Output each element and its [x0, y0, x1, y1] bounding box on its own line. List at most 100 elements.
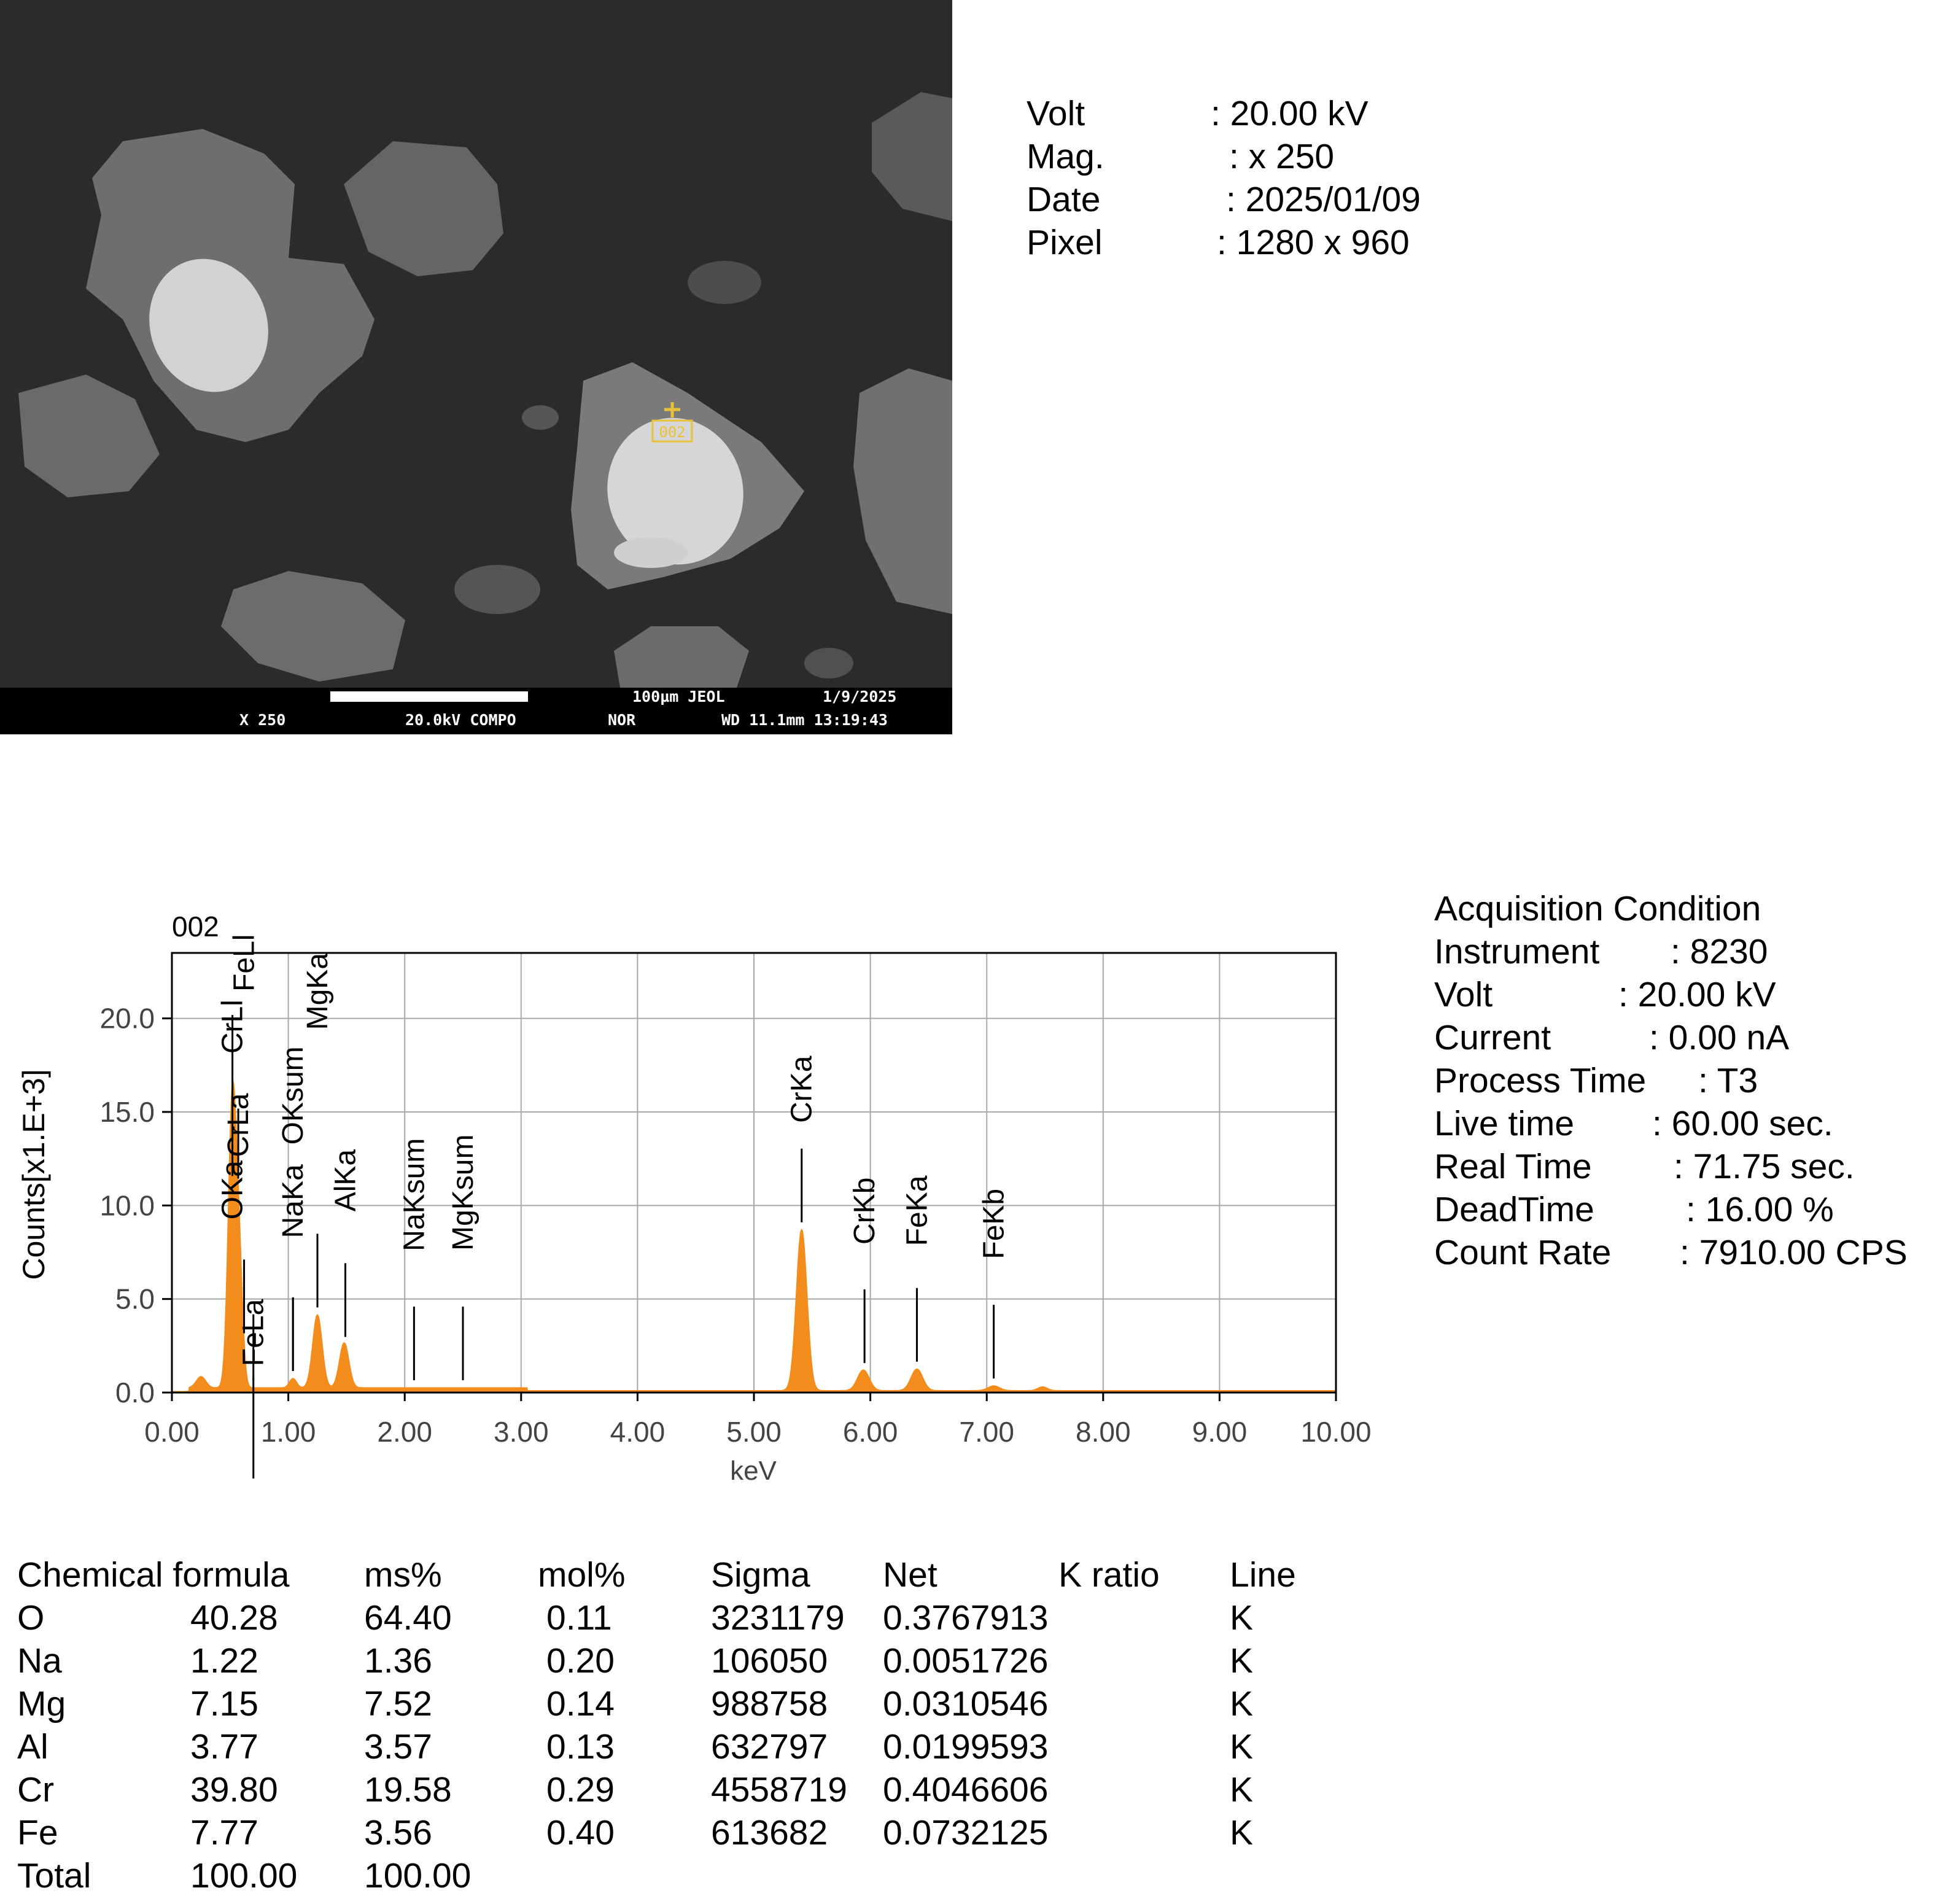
table-cell: Na [17, 1641, 62, 1681]
table-header-cell: Sigma [711, 1555, 810, 1595]
analysis-point-marker: 002 [651, 402, 693, 443]
sem-info-bar: 100µm JEOL 1/9/2025 X 250 20.0kV COMPO N… [0, 688, 952, 734]
table-cell: K [1230, 1770, 1254, 1809]
table-cell: 7.77 [190, 1813, 258, 1852]
analysis-point-label: 002 [659, 424, 685, 441]
acquisition-label: Process Time [1434, 1061, 1647, 1100]
chart-title: 002 [172, 911, 219, 942]
image-info-label: Mag. [1027, 137, 1104, 176]
table-cell: 0.13 [546, 1727, 615, 1766]
acquisition-row: Instrument : 8230 [1434, 930, 1768, 1102]
table-cell: K [1230, 1684, 1254, 1723]
acquisition-label: Live time [1434, 1104, 1575, 1143]
acquisition-label: Count Rate [1434, 1233, 1612, 1272]
table-cell: Cr [17, 1770, 55, 1809]
x-tick-label: 8.00 [1076, 1416, 1131, 1448]
acquisition-row: Live time : 60.00 sec. [1434, 1102, 1833, 1274]
table-cell: 0.11 [546, 1598, 612, 1638]
spectrum-area-path [171, 1079, 1337, 1393]
y-tick-label: 0.0 [115, 1377, 155, 1409]
table-cell: 0.40 [546, 1813, 615, 1852]
acquisition-label: Volt [1434, 975, 1493, 1014]
acquisition-row: Count Rate : 7910.00 CPS [1434, 1231, 1908, 1403]
peak-label: FeLl [228, 935, 261, 992]
peak-label: MgKa [301, 953, 334, 1030]
peak-label: OKa [217, 1160, 249, 1219]
table-cell: 1.22 [190, 1641, 258, 1681]
peak-label: FeKa [901, 1175, 933, 1246]
image-info: Volt : 20.00 kV Mag. : x 250 Date : 2025… [1027, 92, 1456, 270]
sem-wd-text: WD 11.1mm 13:19:43 [721, 711, 888, 729]
table-header-cell: Chemical formula [17, 1555, 290, 1595]
x-tick-label: 6.00 [843, 1416, 898, 1448]
image-info-row: Date : 2025/01/09 [1027, 178, 1421, 350]
table-cell: 0.4046606 [883, 1770, 1049, 1809]
image-info-value: : 20.00 kV [1211, 94, 1368, 133]
table-cell: 0.0732125 [883, 1813, 1049, 1852]
acquisition-value: : 0.00 nA [1649, 1018, 1790, 1057]
table-cell: 988758 [711, 1684, 828, 1723]
sem-micrograph-graphic: 002 [0, 0, 952, 688]
peak-label: CrLa [222, 1093, 255, 1157]
sem-mode-text: 20.0kV COMPO [405, 711, 516, 729]
peak-label: NaKa [277, 1164, 309, 1238]
peak-label: CrKa [786, 1055, 818, 1123]
image-info-label: Volt [1027, 94, 1085, 133]
image-info-value: : 2025/01/09 [1226, 180, 1421, 219]
peak-label: CrKb [848, 1178, 881, 1245]
peak-label: NaKsum [398, 1138, 430, 1251]
y-tick-label: 20.0 [99, 1003, 155, 1035]
table-cell: 0.0199593 [883, 1727, 1049, 1766]
table-cell: K [1230, 1813, 1254, 1852]
table-cell: 0.0310546 [883, 1684, 1049, 1723]
peak-label: MgKsum [447, 1135, 479, 1251]
table-cell: 3.57 [364, 1727, 432, 1766]
image-info-row: Mag. : x 250 [1027, 135, 1334, 307]
table-cell: 106050 [711, 1641, 828, 1681]
scale-bar-text: 100µm JEOL [632, 688, 725, 705]
acquisition-label: DeadTime [1434, 1190, 1594, 1229]
acquisition-row: Current : 0.00 nA [1434, 1016, 1789, 1188]
y-tick-label: 5.0 [115, 1283, 155, 1315]
x-tick-label: 1.00 [261, 1416, 316, 1448]
chart-axes: 0.00 1.00 2.00 3.00 4.00 5.00 6.00 7.00 8.00 9.00… [99, 952, 1372, 1448]
acquisition-label: Real Time [1434, 1147, 1592, 1186]
acquisition-value: : 16.00 % [1686, 1190, 1834, 1229]
acquisition-value: : 20.00 kV [1618, 975, 1776, 1014]
y-axis-label: Counts[x1.E+3] [17, 1069, 51, 1280]
table-cell: 0.20 [546, 1641, 615, 1681]
sem-nor-text: NOR [608, 711, 636, 729]
table-cell: 100.00 [190, 1856, 298, 1895]
table-header-cell: Net [883, 1555, 938, 1595]
x-tick-label: 5.00 [726, 1416, 782, 1448]
x-tick-label: 4.00 [610, 1416, 666, 1448]
table-cell: K [1230, 1727, 1254, 1766]
table-cell: 3231179 [711, 1598, 845, 1638]
x-tick-label: 9.00 [1192, 1416, 1248, 1448]
x-tick-label: 10.00 [1300, 1416, 1371, 1448]
acquisition-label: Instrument [1434, 932, 1600, 971]
acquisition-value: : 60.00 sec. [1652, 1104, 1833, 1143]
scale-bar [330, 691, 528, 702]
table-cell: 40.28 [190, 1598, 278, 1638]
acquisition-row: Volt : 20.00 kV [1434, 973, 1776, 1145]
table-cell: Al [17, 1727, 49, 1766]
table-cell: 632797 [711, 1727, 828, 1766]
acquisition-value: : 8230 [1671, 932, 1768, 971]
y-tick-label: 15.0 [99, 1096, 155, 1128]
image-info-row: Pixel : 1280 x 960 [1027, 221, 1410, 393]
table-cell: 613682 [711, 1813, 828, 1852]
y-tick-label: 10.0 [99, 1189, 155, 1221]
acquisition-value: : 7910.00 CPS [1680, 1233, 1908, 1272]
image-info-value: : 1280 x 960 [1217, 223, 1410, 262]
sem-mag-text: X 250 [239, 711, 286, 729]
table-cell: 3.56 [364, 1813, 432, 1852]
table-cell: O [17, 1598, 45, 1638]
x-tick-label: 2.00 [377, 1416, 432, 1448]
acquisition-row: Process Time : T3 [1434, 1059, 1758, 1231]
peak-label: FeLa [238, 1299, 270, 1366]
acquisition-value: : 71.75 sec. [1674, 1147, 1855, 1186]
spectrum-area [171, 1079, 1337, 1393]
table-cell: 0.0051726 [883, 1641, 1049, 1681]
